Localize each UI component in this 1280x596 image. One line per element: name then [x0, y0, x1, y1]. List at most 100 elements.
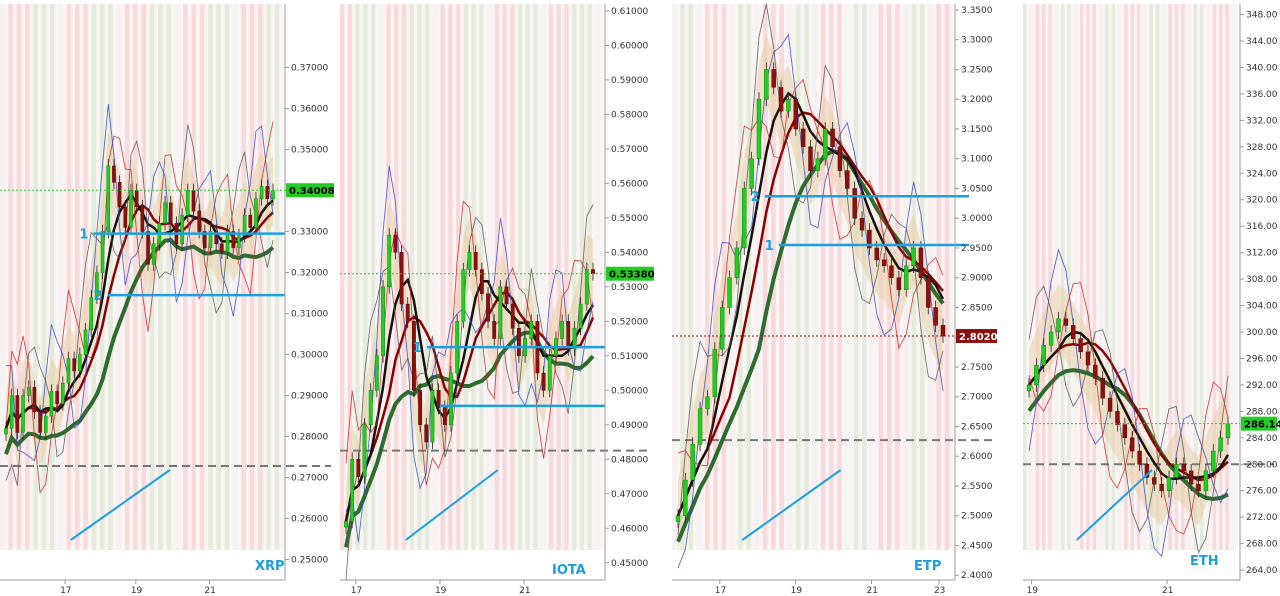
annotation-number: 1 — [413, 341, 422, 356]
candle — [793, 98, 798, 130]
candle — [430, 390, 435, 443]
y-tick-label: 292.00 — [1246, 381, 1278, 391]
x-tick-label: 21 — [519, 586, 530, 596]
bg-stripe — [672, 4, 677, 550]
candle — [368, 390, 373, 426]
candle — [911, 247, 916, 267]
candle — [163, 202, 167, 224]
x-tick-label: 19 — [1027, 586, 1039, 596]
bg-stripe — [494, 4, 499, 550]
candle — [225, 231, 230, 253]
candle — [1063, 318, 1069, 326]
candle — [727, 277, 732, 308]
candle — [529, 321, 534, 339]
candle — [83, 329, 88, 355]
candle — [180, 214, 184, 245]
bg-stripe — [58, 4, 63, 550]
candle — [203, 231, 207, 249]
y-tick-label: 2.9500 — [961, 244, 993, 254]
ma-black-line — [344, 277, 595, 522]
y-tick-label: 296.00 — [1246, 354, 1278, 364]
y-tick-label: 2.5000 — [961, 512, 993, 522]
candle — [374, 355, 379, 391]
candle — [129, 190, 133, 228]
y-tick-label: 0.56000 — [611, 179, 648, 189]
candle — [1041, 344, 1046, 366]
annotation-number: 2 — [94, 289, 103, 304]
candle — [449, 372, 453, 426]
candle — [214, 231, 218, 245]
y-tick-label: 0.60000 — [611, 41, 648, 51]
y-tick-label: 0.57000 — [611, 145, 648, 155]
candle — [566, 321, 571, 350]
panel-eth: 348.00 344.00 340.00 336.00 332.00 328.00 324.… — [1023, 4, 1280, 596]
x-tick-label: 21 — [204, 586, 215, 596]
y-tick-label: 288.00 — [1246, 407, 1278, 417]
candle — [117, 182, 122, 208]
bg-stripe — [1035, 4, 1040, 550]
candle — [749, 158, 754, 189]
bg-stripe — [208, 4, 213, 550]
candle — [867, 229, 872, 249]
y-tick-label: 0.27000 — [291, 474, 328, 484]
candle — [1129, 437, 1135, 452]
candle — [933, 307, 938, 326]
bg-stripe — [1124, 4, 1128, 550]
bg-stripe — [224, 4, 230, 550]
bg-stripe — [820, 4, 826, 550]
bg-stripe — [548, 4, 554, 550]
candle — [547, 355, 552, 391]
y-tick-label: 2.5500 — [961, 482, 993, 492]
price-tag-label: 2.8020 — [959, 332, 998, 343]
candle — [1211, 450, 1216, 472]
bg-stripe — [199, 4, 205, 550]
candle — [516, 327, 521, 357]
candle — [1203, 470, 1209, 491]
y-tick-label: 0.61000 — [611, 7, 648, 17]
candle — [1144, 464, 1150, 478]
candle — [38, 411, 42, 433]
candle — [405, 303, 410, 322]
x-tick-label: 19 — [435, 586, 447, 596]
bg-stripe — [1149, 4, 1153, 550]
bg-stripe — [1219, 4, 1223, 550]
x-tick-label: 19 — [791, 586, 803, 596]
y-tick-label: 2.8500 — [961, 303, 993, 313]
candle — [889, 265, 894, 278]
candle — [837, 146, 843, 171]
bg-stripe — [425, 4, 430, 550]
candle — [9, 395, 14, 429]
ma-darkred-line — [676, 111, 944, 517]
bg-stripe — [1092, 4, 1097, 550]
candle — [756, 98, 762, 159]
bg-stripe — [8, 4, 13, 550]
x-tick-label: 17 — [351, 586, 362, 596]
candle — [881, 259, 887, 267]
candle — [815, 158, 821, 171]
y-tick-label: 348.00 — [1246, 11, 1278, 21]
y-tick-label: 272.00 — [1246, 513, 1278, 523]
bg-stripe — [370, 4, 376, 550]
y-tick-label: 320.00 — [1246, 196, 1278, 206]
candle — [271, 190, 275, 199]
bg-stripe — [1029, 4, 1033, 550]
bg-stripe — [525, 4, 530, 550]
bg-stripe — [1060, 4, 1065, 550]
bg-stripe — [862, 4, 867, 550]
candle — [100, 231, 105, 273]
bg-stripe — [680, 4, 685, 550]
candle — [418, 390, 423, 426]
bg-stripe — [1200, 4, 1204, 550]
candle — [1196, 483, 1201, 491]
bg-stripe — [24, 4, 30, 550]
candle — [845, 170, 850, 189]
x-tick-label: 23 — [934, 586, 945, 596]
bg-stripe — [83, 4, 88, 550]
price-tag — [286, 183, 334, 198]
bg-stripe — [1054, 4, 1059, 550]
y-tick-label: 2.7500 — [961, 363, 993, 373]
trend-arrow — [741, 469, 842, 541]
bg-stripe — [564, 4, 569, 550]
bg-stripe — [944, 4, 950, 550]
y-tick-label: 0.46000 — [611, 524, 648, 534]
